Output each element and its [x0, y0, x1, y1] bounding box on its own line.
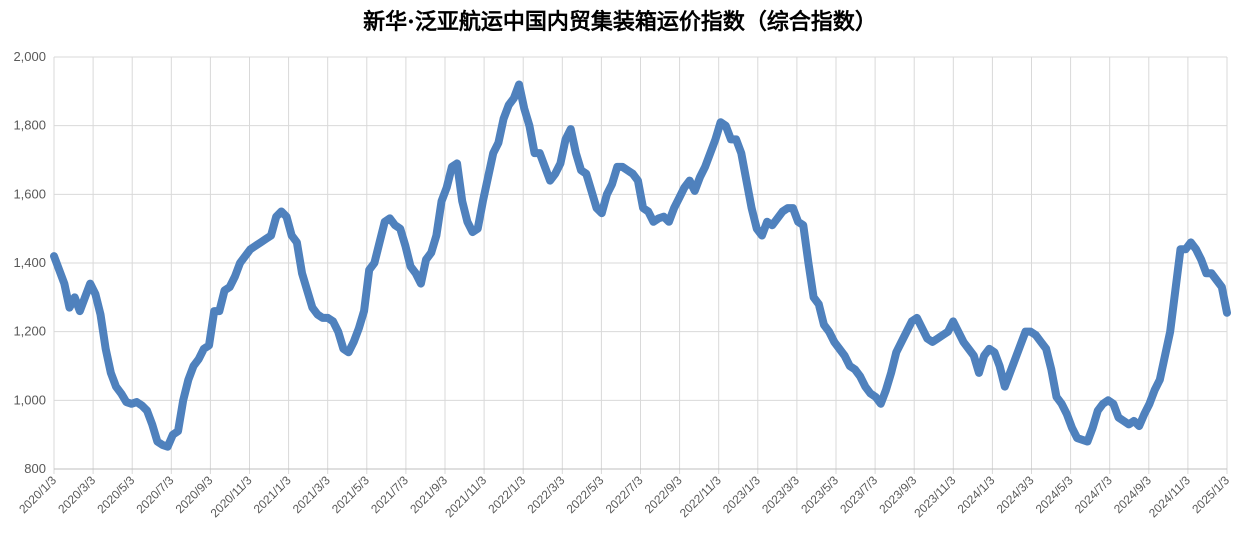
y-axis: 800 1,000 1,200 1,400 1,600 1,800 2,000: [13, 49, 46, 476]
y-tick-label: 2,000: [13, 49, 46, 64]
y-tick-label: 1,400: [13, 255, 46, 270]
series-layer: [50, 80, 1231, 451]
chart-title: 新华·泛亚航运中国内贸集装箱运价指数（综合指数）: [363, 9, 877, 35]
y-tick-label: 1,800: [13, 118, 46, 133]
y-tick-label: 800: [24, 461, 46, 476]
y-tick-label: 1,000: [13, 392, 46, 407]
series-line: [50, 80, 1231, 451]
gridlines: [53, 56, 1228, 474]
y-tick-label: 1,200: [13, 324, 46, 339]
y-tick-label: 1,600: [13, 186, 46, 201]
